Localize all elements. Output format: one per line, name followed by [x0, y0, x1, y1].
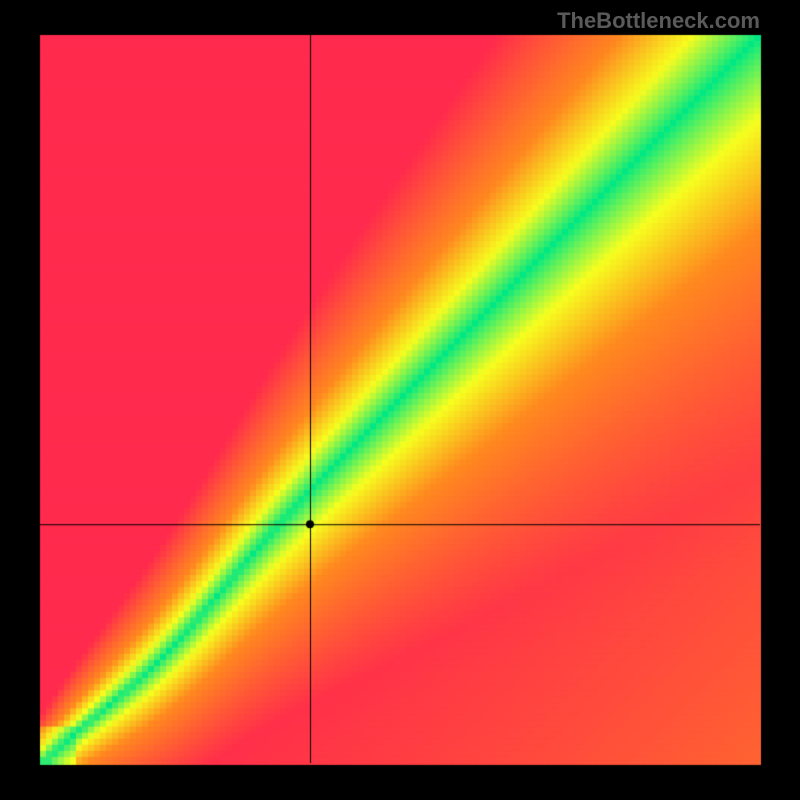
bottleneck-heatmap-canvas [0, 0, 800, 800]
watermark-text: TheBottleneck.com [557, 8, 760, 34]
